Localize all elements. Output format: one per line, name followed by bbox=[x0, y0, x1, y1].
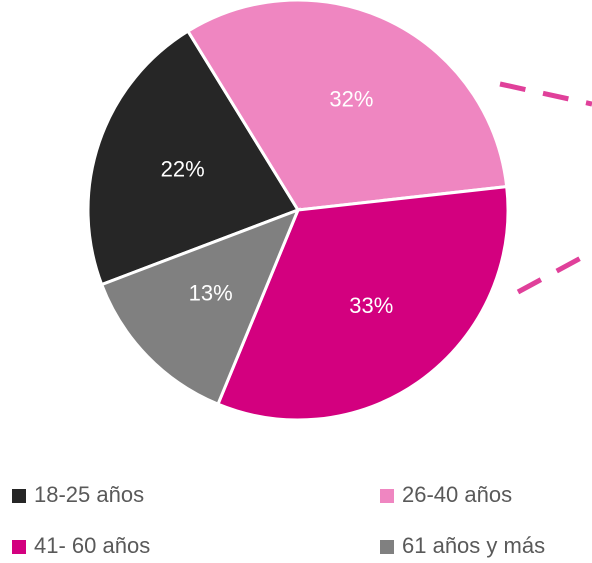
legend-swatch bbox=[12, 489, 26, 503]
legend-label: 41- 60 años bbox=[34, 533, 150, 558]
legend-swatch bbox=[380, 540, 394, 554]
legend-swatch bbox=[380, 489, 394, 503]
pie-slice bbox=[86, 29, 301, 287]
legend-swatch bbox=[12, 540, 26, 554]
decorative-dashes bbox=[499, 81, 592, 295]
legend-label: 26-40 años bbox=[402, 482, 512, 507]
legend-label: 18-25 años bbox=[34, 482, 144, 507]
data-label: 13% bbox=[189, 281, 233, 306]
pie-slice bbox=[185, 0, 509, 212]
data-label: 32% bbox=[329, 86, 373, 111]
data-label: 22% bbox=[161, 157, 205, 182]
legend-label: 61 años y más bbox=[402, 533, 545, 558]
data-label: 33% bbox=[349, 293, 393, 318]
pie-slice bbox=[99, 207, 301, 407]
pie-slice bbox=[216, 184, 510, 422]
